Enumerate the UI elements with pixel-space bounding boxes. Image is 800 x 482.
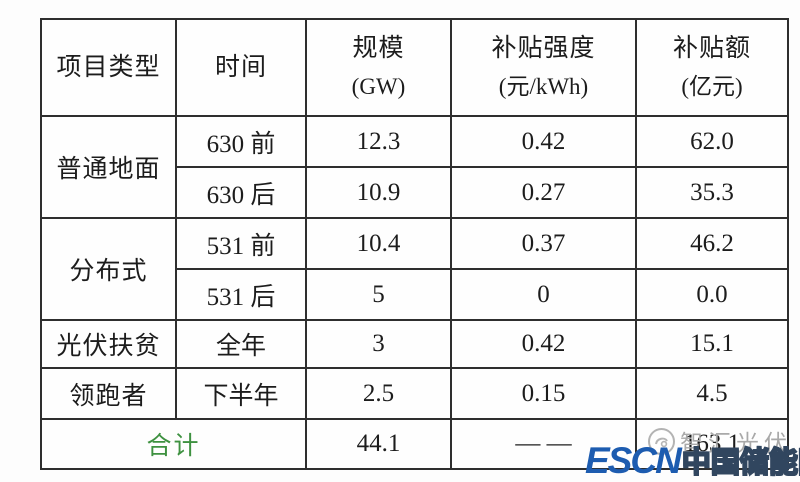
cell-type-front-runner: 领跑者	[40, 367, 177, 420]
table-row: 领跑者 下半年 2.5 0.15 4.5	[40, 367, 789, 420]
cell-amount: 4.5	[635, 367, 789, 420]
cell-scale: 10.9	[305, 166, 452, 219]
header-amount-unit: (亿元)	[681, 73, 743, 99]
cell-scale: 5	[305, 268, 452, 321]
header-scale: 规模 (GW)	[305, 18, 452, 117]
table-row: 分布式 531 前 10.4 0.37 46.2	[40, 217, 789, 321]
subsidy-table-container: 项目类型 时间 规模 (GW) 补贴强度 (元/kWh) 补贴额 (亿元) 普通…	[40, 18, 789, 470]
header-scale-title: 规模	[352, 34, 405, 62]
cell-intensity: 0.27	[450, 166, 637, 219]
cell-intensity: 0.42	[450, 115, 637, 168]
cell-type-ordinary-ground: 普通地面	[40, 115, 177, 219]
cell-scale: 10.4	[305, 217, 452, 270]
header-project-type: 项目类型	[40, 18, 177, 117]
table-row: 光伏扶贫 全年 3 0.42 15.1	[40, 319, 789, 369]
cell-time: 630 前	[175, 115, 307, 168]
header-row: 项目类型 时间 规模 (GW) 补贴强度 (元/kWh) 补贴额 (亿元)	[40, 18, 789, 117]
cell-intensity: 0.42	[450, 319, 637, 369]
table-row: 531 后 5 0 0.0	[41, 268, 789, 321]
total-scale: 44.1	[305, 418, 452, 470]
total-amount: 163.1	[635, 418, 789, 470]
header-intensity-unit: (元/kWh)	[498, 73, 589, 99]
cell-amount: 0.0	[635, 268, 789, 321]
header-scale-unit: (GW)	[351, 73, 406, 99]
total-label: 合计	[146, 433, 201, 460]
subsidy-table: 项目类型 时间 规模 (GW) 补贴强度 (元/kWh) 补贴额 (亿元) 普通…	[40, 18, 789, 470]
cell-intensity: 0.37	[450, 217, 637, 270]
cell-time: 531 前	[175, 217, 307, 270]
cell-scale: 3	[305, 319, 452, 369]
header-time: 时间	[175, 18, 307, 117]
cell-intensity: 0	[450, 268, 637, 321]
cell-time: 531 后	[175, 268, 307, 321]
cell-type-pv-poverty: 光伏扶贫	[40, 319, 177, 369]
cell-type-distributed: 分布式	[40, 217, 177, 321]
cell-scale: 12.3	[305, 115, 452, 168]
cell-amount: 62.0	[635, 115, 789, 168]
cell-time: 630 后	[175, 166, 307, 219]
header-intensity-title: 补贴强度	[491, 34, 596, 62]
cell-scale: 2.5	[305, 367, 452, 420]
total-intensity: — —	[450, 418, 637, 470]
total-label-cell: 合计	[40, 418, 307, 470]
table-row: 普通地面 630 前 12.3 0.42 62.0	[40, 115, 789, 219]
total-row: 合计 44.1 — — 163.1	[40, 418, 789, 470]
table-row: 630 后 10.9 0.27 35.3	[41, 166, 789, 219]
cell-amount: 46.2	[635, 217, 789, 270]
header-amount: 补贴额 (亿元)	[635, 18, 789, 117]
cell-time: 全年	[175, 319, 307, 369]
cell-intensity: 0.15	[450, 367, 637, 420]
header-amount-title: 补贴额	[672, 34, 751, 62]
cell-amount: 35.3	[635, 166, 789, 219]
cell-amount: 15.1	[635, 319, 789, 369]
header-intensity: 补贴强度 (元/kWh)	[450, 18, 637, 117]
cell-time: 下半年	[175, 367, 307, 420]
